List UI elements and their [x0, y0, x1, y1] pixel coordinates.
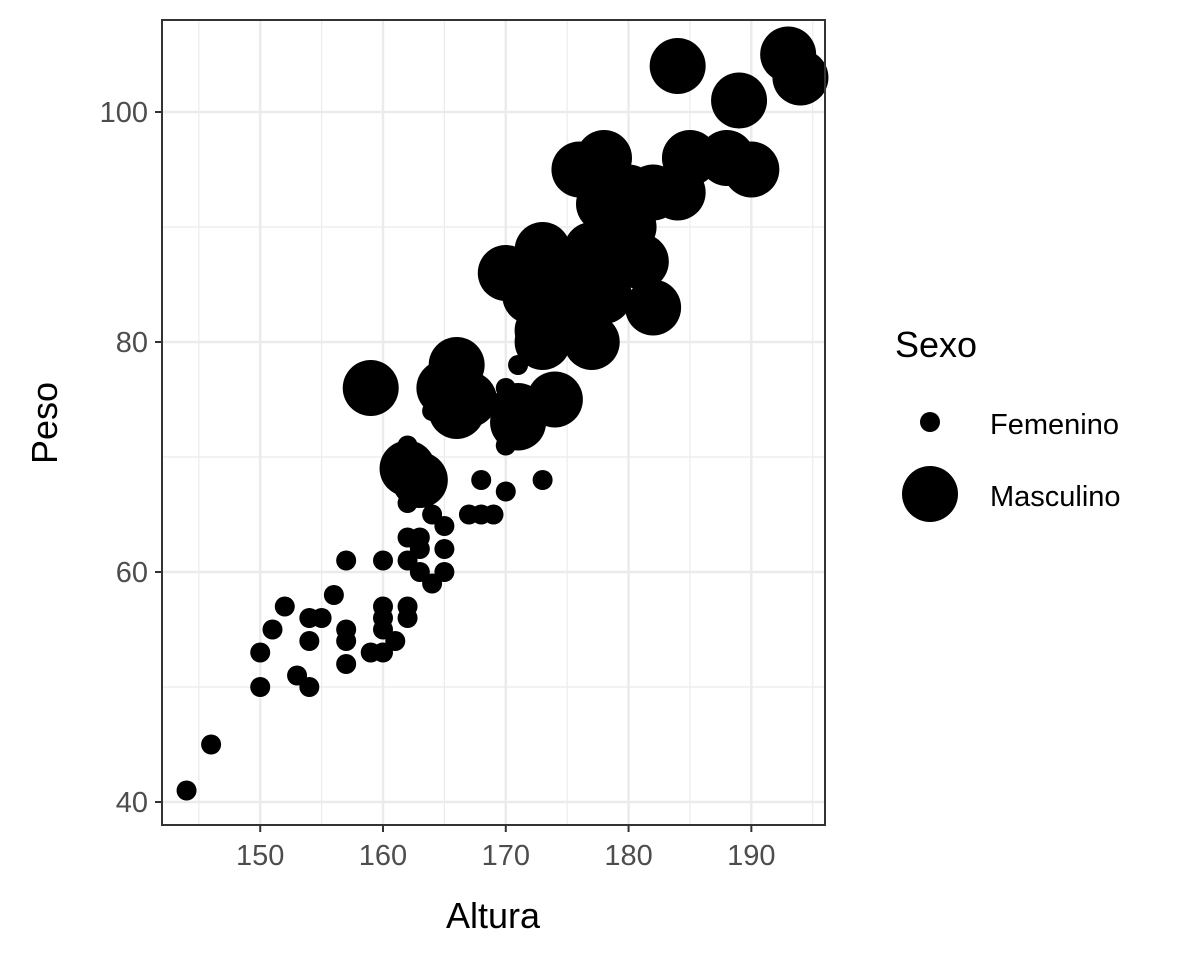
y-tick-label: 60: [116, 557, 148, 589]
point-femenino: [373, 596, 393, 617]
point-femenino: [274, 596, 295, 617]
x-tick-label: 160: [359, 840, 407, 872]
point-femenino: [176, 780, 197, 801]
point-femenino: [471, 470, 492, 490]
point-masculino: [342, 360, 399, 416]
point-femenino: [299, 677, 320, 697]
point-masculino: [391, 452, 448, 508]
point-femenino: [250, 677, 271, 697]
plot-border: [161, 19, 826, 826]
point-femenino: [336, 619, 357, 640]
point-femenino: [336, 654, 357, 674]
legend-label-masculino: Masculino: [990, 481, 1121, 513]
point-masculino: [772, 49, 829, 106]
legend-label-femenino: Femenino: [990, 409, 1119, 441]
y-tick-label: 100: [100, 97, 148, 129]
x-tick-label: 190: [727, 840, 775, 872]
point-masculino: [576, 268, 632, 324]
point-masculino: [723, 141, 780, 198]
point-femenino: [201, 734, 222, 755]
point-masculino: [625, 279, 682, 336]
point-femenino: [336, 550, 357, 571]
legend-key-femenino: [920, 412, 940, 432]
point-femenino: [483, 504, 504, 525]
point-femenino: [409, 527, 430, 548]
x-axis-title: Altura: [446, 895, 541, 936]
point-femenino: [434, 539, 455, 559]
x-tick-label: 170: [482, 840, 530, 872]
data-points: [176, 26, 829, 801]
point-femenino: [495, 481, 516, 502]
y-axis: 40 60 80 100: [100, 97, 162, 819]
point-masculino: [649, 38, 706, 94]
point-masculino: [612, 233, 669, 290]
legend-title: Sexo: [895, 324, 977, 365]
point-femenino: [250, 642, 271, 663]
point-femenino: [385, 631, 406, 651]
y-tick-label: 40: [116, 787, 148, 819]
legend: Sexo Femenino Masculino: [895, 324, 1121, 522]
point-femenino: [532, 470, 553, 490]
x-axis: 150 160 170 180 190: [236, 825, 776, 872]
point-masculino: [563, 314, 620, 370]
y-tick-label: 80: [116, 327, 148, 359]
point-femenino: [397, 596, 418, 617]
point-femenino: [434, 516, 455, 536]
point-femenino: [323, 585, 344, 605]
point-masculino: [526, 371, 583, 428]
x-tick-label: 180: [604, 840, 652, 872]
point-masculino: [711, 72, 768, 129]
point-femenino: [311, 608, 332, 628]
legend-key-masculino: [902, 466, 958, 522]
point-masculino: [440, 371, 497, 428]
point-femenino: [262, 619, 283, 640]
point-femenino: [299, 631, 320, 651]
x-tick-label: 150: [236, 840, 284, 872]
point-femenino: [434, 562, 455, 582]
y-axis-title: Peso: [24, 382, 65, 464]
point-femenino: [373, 550, 393, 571]
